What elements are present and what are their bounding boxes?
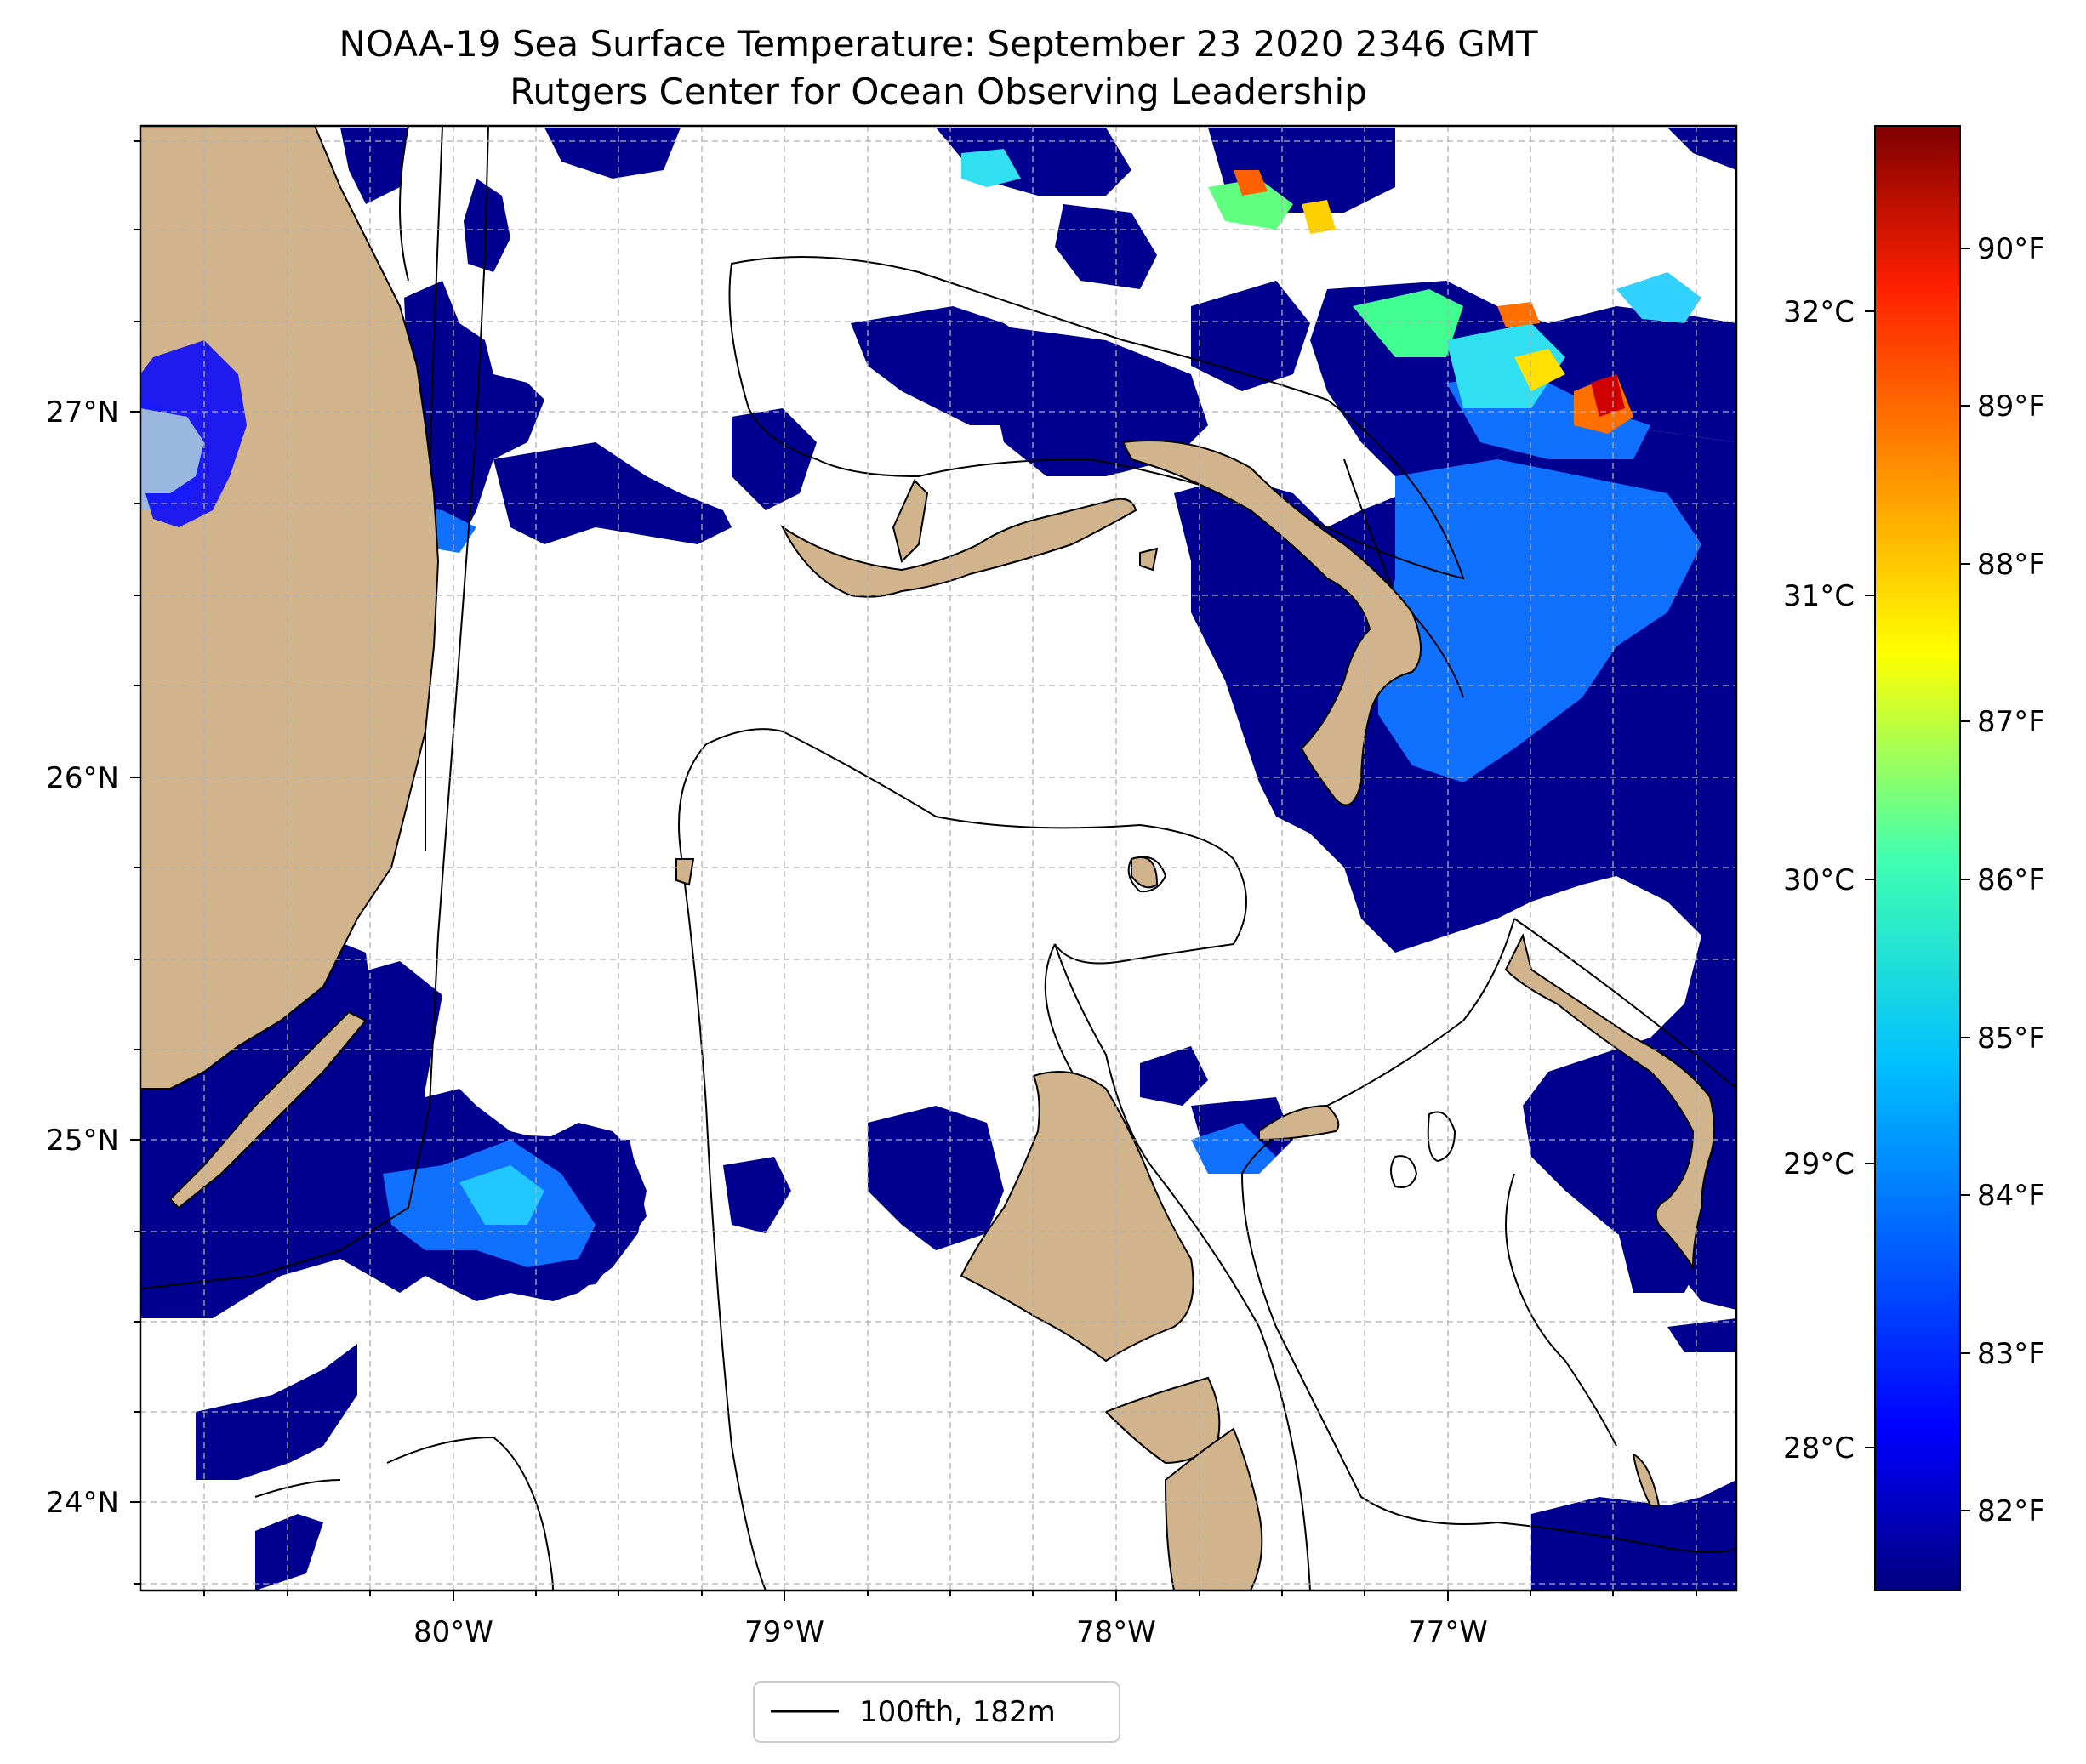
map-title: NOAA-19 Sea Surface Temperature: Septemb…	[339, 23, 1537, 65]
grand-bahama	[780, 498, 1137, 598]
sst-patch-yellow	[1514, 349, 1565, 391]
colorbar-f-label: 84°F	[1977, 1179, 2045, 1213]
islet	[675, 858, 695, 886]
legend: 100fth, 182m	[753, 1681, 1120, 1743]
axis-ticks	[130, 140, 1697, 1601]
lake-okeechobee	[140, 408, 204, 493]
islet	[1632, 1453, 1661, 1506]
isobath-line	[1240, 918, 1736, 1553]
colorbar-f-label: 86°F	[1977, 863, 2045, 897]
lon-labels: 80°W 79°W 78°W 77°W	[413, 1615, 1488, 1649]
sst-patch-light-blue	[1191, 1123, 1276, 1174]
eleuthera	[1504, 933, 1715, 1271]
lat-tick-label: 27°N	[46, 395, 119, 430]
florida-keys	[168, 1010, 368, 1209]
map-frame	[139, 124, 1738, 1592]
lon-tick-label: 78°W	[1076, 1615, 1156, 1649]
island-chain	[1258, 1104, 1340, 1141]
sst-patch	[340, 128, 408, 204]
colorbar-c-label: 30°C	[1783, 863, 1855, 897]
isobath-line	[386, 1436, 554, 1590]
sst-patch	[1140, 1046, 1208, 1106]
sst-patch	[732, 408, 817, 510]
lat-tick-label: 26°N	[46, 761, 119, 795]
colorbar-gradient	[1874, 125, 1961, 1591]
abaco	[1121, 440, 1422, 806]
isobath-line	[728, 256, 1465, 580]
colorbar-f-label: 90°F	[1977, 232, 2045, 266]
sst-patch-orange	[1234, 170, 1268, 196]
isobath-line	[399, 126, 409, 282]
colorbar-c-label: 29°C	[1783, 1147, 1855, 1181]
sst-patch	[493, 442, 732, 544]
map-area	[140, 126, 1736, 1590]
lon-tick-label: 80°W	[413, 1615, 493, 1649]
berry-island	[1139, 547, 1159, 572]
sst-patch	[332, 961, 442, 1097]
sst-patch-cyan	[961, 149, 1021, 187]
isobath-line	[1390, 1155, 1418, 1188]
sst-patch	[464, 179, 510, 272]
sst-patch	[404, 281, 544, 544]
lon-tick-label: 77°W	[1408, 1615, 1488, 1649]
sst-patch-green	[1208, 179, 1293, 230]
isobath-line	[1127, 856, 1167, 893]
isobath-line	[254, 1479, 341, 1498]
colorbar-f-label: 89°F	[1977, 390, 2045, 424]
isobath-line	[1513, 918, 1736, 1090]
sst-patch	[544, 128, 681, 179]
sst-patch-cyan	[1616, 272, 1701, 323]
sst-patch	[868, 1106, 1004, 1250]
isobath-line	[1505, 1173, 1617, 1447]
colorbar-f-label: 82°F	[1977, 1494, 2045, 1528]
sst-patch	[978, 323, 1208, 476]
colorbar-c-label: 31°C	[1783, 579, 1855, 613]
map-subtitle: Rutgers Center for Ocean Observing Leade…	[510, 71, 1367, 112]
colorbar-f-label: 87°F	[1977, 705, 2045, 739]
sst-patch	[1667, 128, 1736, 170]
andros	[960, 1071, 1194, 1363]
lat-labels: 24°N 25°N 26°N 27°N	[46, 395, 119, 1520]
isobath-line	[705, 728, 1311, 1590]
graticule	[140, 126, 1736, 1590]
colorbar: 82°F 83°F 84°F 85°F 86°F 87°F 88°F 89°F …	[1783, 125, 2045, 1591]
grand-bahama	[892, 479, 929, 563]
legend-label: 100fth, 182m	[859, 1695, 1056, 1729]
sst-patch	[1055, 204, 1157, 289]
isobath-line	[140, 126, 489, 1289]
lon-tick-label: 79°W	[744, 1615, 824, 1649]
legend-box	[753, 1681, 1120, 1743]
sst-patch-light-blue	[1378, 459, 1701, 782]
sst-patch-cyan	[459, 1165, 544, 1225]
isobath-line	[1427, 1111, 1456, 1163]
sst-patch	[1531, 1480, 1736, 1590]
lat-tick-label: 24°N	[46, 1486, 119, 1520]
colorbar-f-label: 83°F	[1977, 1337, 2045, 1371]
colorbar-c-label: 32°C	[1783, 295, 1855, 329]
land-layer	[140, 126, 1715, 1590]
isobath-line	[678, 743, 767, 1590]
sst-patch-green	[1353, 289, 1463, 357]
sst-patch-yellow	[1302, 200, 1336, 234]
sst-patch-red	[1591, 374, 1625, 417]
sst-patch	[255, 1514, 323, 1590]
colorbar-f-label: 88°F	[1977, 548, 2045, 582]
islet	[1131, 856, 1159, 889]
island-chain	[1164, 1427, 1263, 1590]
colorbar-c-label: 28°C	[1783, 1431, 1855, 1465]
colorbar-f-label: 85°F	[1977, 1021, 2045, 1056]
sst-patch	[1667, 1318, 1736, 1352]
sst-patch	[1191, 281, 1310, 391]
lat-tick-label: 25°N	[46, 1124, 119, 1158]
sst-patch	[723, 1157, 791, 1233]
